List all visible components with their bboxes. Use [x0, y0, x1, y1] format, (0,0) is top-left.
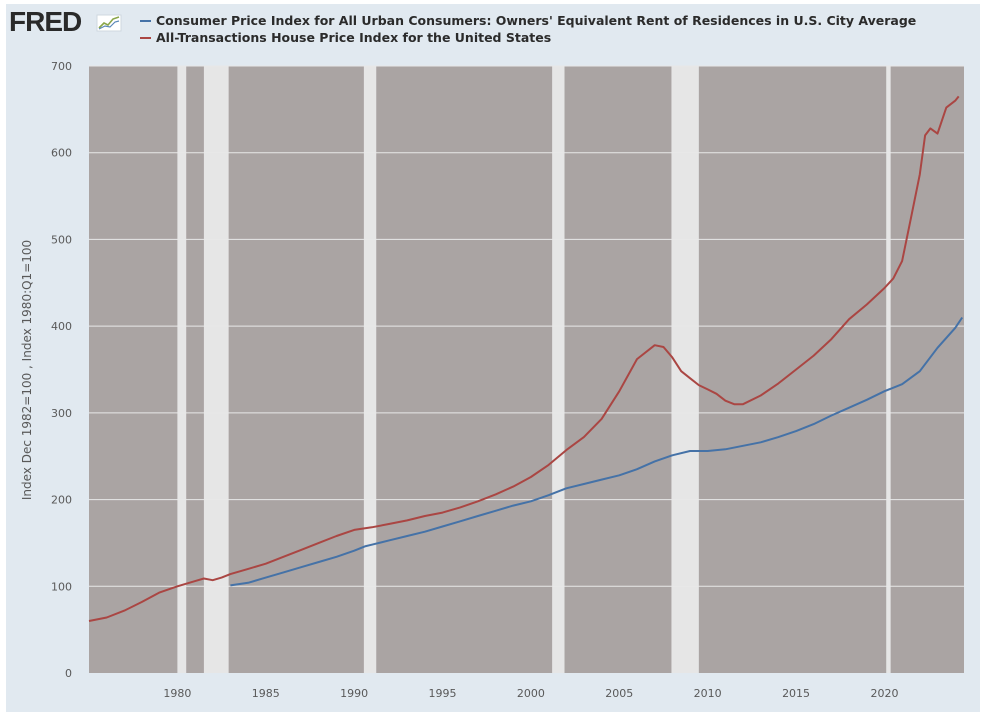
recession-band — [363, 66, 377, 673]
y-axis-title: Index Dec 1982=100 , Index 1980:Q1=100 — [20, 240, 34, 500]
y-tick-label: 400 — [51, 320, 72, 333]
x-tick-label: 1990 — [340, 687, 368, 700]
fred-chart-icon — [96, 14, 122, 32]
legend-item-oer[interactable]: Consumer Price Index for All Urban Consu… — [140, 12, 916, 29]
x-tick-label: 2005 — [605, 687, 633, 700]
x-tick-label: 2000 — [517, 687, 545, 700]
series-line-oer — [230, 316, 964, 587]
series-line-hpi — [88, 95, 960, 622]
x-tick-label: 2010 — [694, 687, 722, 700]
y-tick-label: 300 — [51, 407, 72, 420]
legend-item-hpi[interactable]: All-Transactions House Price Index for t… — [140, 29, 916, 46]
x-tick-label: 1980 — [163, 687, 191, 700]
y-tick-label: 500 — [51, 233, 72, 246]
x-tick-label: 2015 — [782, 687, 810, 700]
chart-legend: Consumer Price Index for All Urban Consu… — [140, 12, 916, 46]
y-tick-label: 0 — [65, 667, 72, 680]
recession-band — [671, 66, 699, 673]
legend-label-oer: Consumer Price Index for All Urban Consu… — [156, 13, 917, 28]
x-tick-label: 1985 — [252, 687, 280, 700]
x-tick-label: 1995 — [429, 687, 457, 700]
recession-band — [552, 66, 565, 673]
y-tick-label: 200 — [51, 494, 72, 507]
legend-swatch-hpi — [140, 36, 151, 39]
recession-band — [203, 66, 229, 673]
legend-label-hpi: All-Transactions House Price Index for t… — [156, 30, 552, 45]
x-tick-label: 2020 — [870, 687, 898, 700]
y-tick-label: 600 — [51, 147, 72, 160]
fred-logo: FRED — [9, 6, 82, 37]
recession-band — [177, 66, 187, 673]
legend-swatch-oer — [140, 19, 151, 22]
y-tick-label: 100 — [51, 580, 72, 593]
recession-band — [886, 66, 891, 673]
y-tick-label: 700 — [51, 60, 72, 73]
